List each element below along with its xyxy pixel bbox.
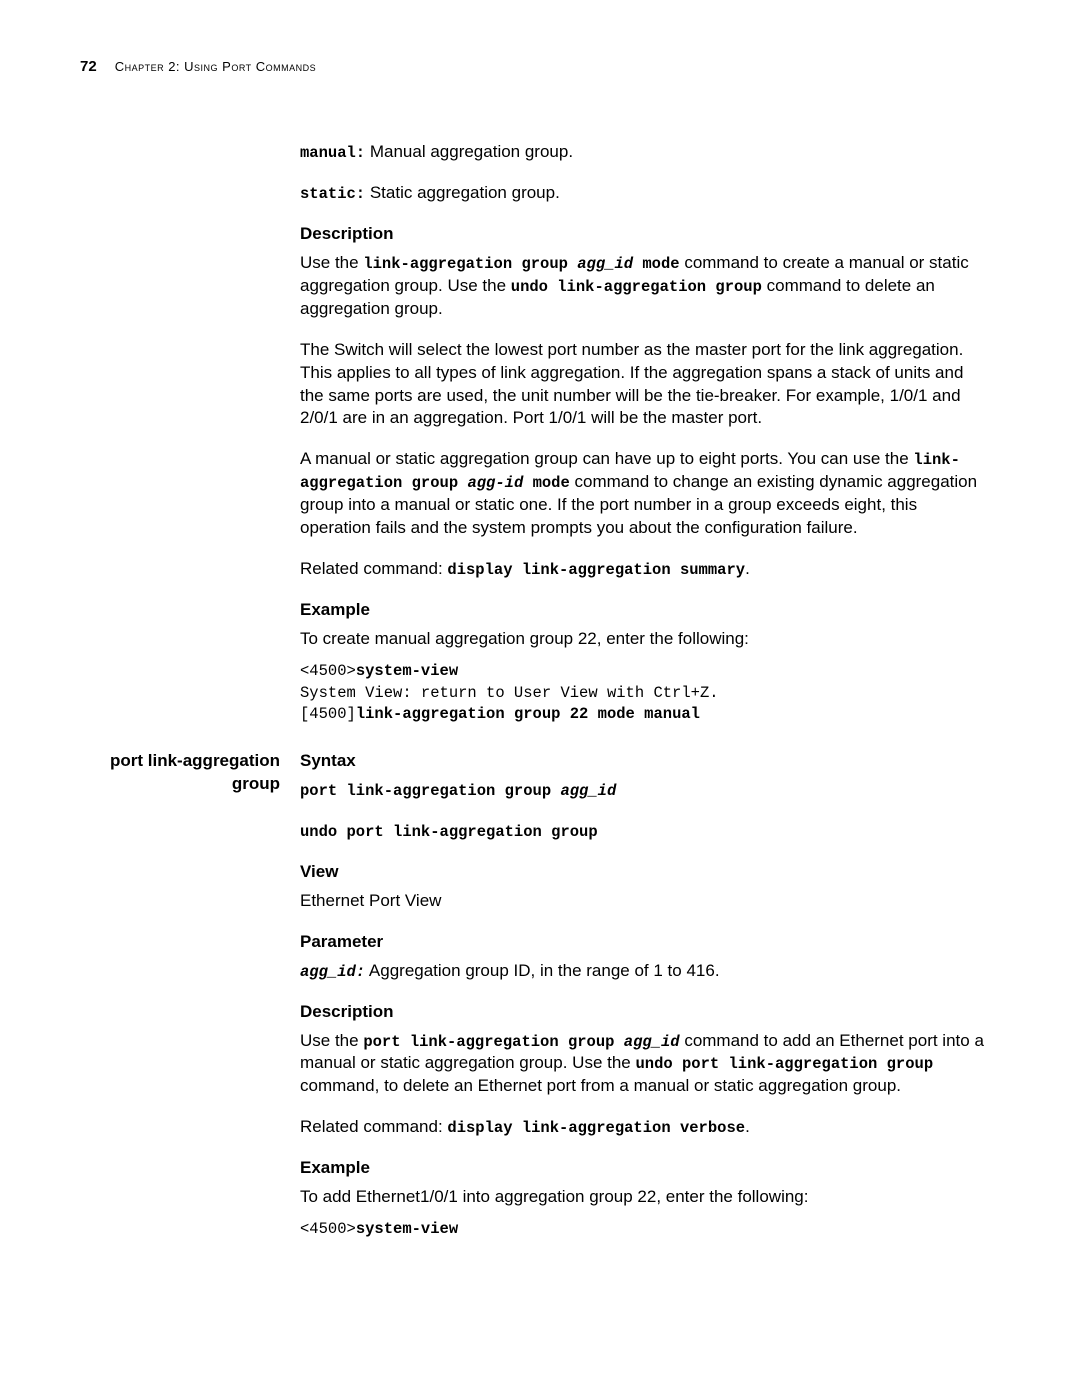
related-2-b: . [745,1117,750,1136]
text-manual: Manual aggregation group. [365,142,573,161]
param-2-text: Aggregation group ID, in the range of 1 … [365,961,719,980]
sidebar-spacer-1 [80,141,280,750]
text-static: Static aggregation group. [365,183,560,202]
page-number: 72 [80,58,97,75]
desc1-p1-code1: link-aggregation group [363,255,568,273]
code1-l1b: system-view [356,662,458,680]
param-2: agg_id: Aggregation group ID, in the ran… [300,960,990,983]
related-2: Related command: display link-aggregatio… [300,1116,990,1139]
syntax-2-l2: undo port link-aggregation group [300,820,990,843]
desc2-code1-it: agg_id [614,1033,679,1051]
desc1-p3-l: l [913,451,922,469]
section-1-body: manual: Manual aggregation group. static… [300,141,990,750]
desc2-p1: Use the port link-aggregation group agg_… [300,1030,990,1099]
example-2-text: To add Ethernet1/0/1 into aggregation gr… [300,1186,990,1209]
desc2-c: command, to delete an Ethernet port from… [300,1076,901,1095]
section-2-body: Syntax port link-aggregation group agg_i… [300,750,990,1241]
heading-example-2: Example [300,1157,990,1180]
page-header: 72 Chapter 2: Using Port Commands [80,58,990,75]
related-1: Related command: display link-aggregatio… [300,558,990,581]
param-static: static: Static aggregation group. [300,182,990,205]
param-2-code: agg_id: [300,963,365,981]
heading-description-2: Description [300,1001,990,1024]
desc1-p3: A manual or static aggregation group can… [300,448,990,540]
sidebar-label-port-link-agg: port link-aggregation group [80,750,280,1241]
desc1-p3-code1b: mode [533,474,570,492]
related-1-b: . [745,559,750,578]
heading-parameter-2: Parameter [300,931,990,954]
code-block-2: <4500>system-view [300,1219,990,1241]
desc2-code1: port link-aggregation group [363,1033,614,1051]
desc2-a: Use the [300,1031,363,1050]
related-1-a: Related command: [300,559,447,578]
code2-l1a: <4500> [300,1220,356,1238]
heading-view-2: View [300,861,990,884]
code1-l3b: link-aggregation group 22 mode manual [356,705,700,723]
related-1-code: display link-aggregation summary [447,561,745,579]
code-manual: manual: [300,144,365,162]
code2-l1b: system-view [356,1220,458,1238]
code-block-1: <4500>system-view System View: return to… [300,661,990,726]
example-1-text: To create manual aggregation group 22, e… [300,628,990,651]
code1-l3a: [4500] [300,705,356,723]
chapter-title: Chapter 2: Using Port Commands [115,59,316,74]
desc1-p1-code1-it: agg_id [568,255,642,273]
syntax-2-l1b: agg_id [551,782,616,800]
desc1-p1-a: Use the [300,253,363,272]
desc1-p1: Use the link-aggregation group agg_id mo… [300,252,990,321]
code1-l1a: <4500> [300,662,356,680]
code-static: static: [300,185,365,203]
heading-description-1: Description [300,223,990,246]
desc2-code2: undo port link-aggregation group [635,1055,933,1073]
syntax-2-l1: port link-aggregation group agg_id [300,779,990,802]
code1-l2: System View: return to User View with Ct… [300,684,719,702]
desc1-p3-a: A manual or static aggregation group can… [300,449,913,468]
related-2-code: display link-aggregation verbose [447,1119,745,1137]
syntax-2-l2-code: undo port link-aggregation group [300,823,598,841]
param-manual: manual: Manual aggregation group. [300,141,990,164]
syntax-2-l1a: port link-aggregation group [300,782,551,800]
heading-syntax-2: Syntax [300,750,990,773]
heading-example-1: Example [300,599,990,622]
desc1-p1-code2: undo link-aggregation group [511,278,762,296]
desc1-p1-code1b: mode [642,255,679,273]
desc1-p2: The Switch will select the lowest port n… [300,339,990,431]
related-2-a: Related command: [300,1117,447,1136]
view-2-text: Ethernet Port View [300,890,990,913]
desc1-p3-code1-it: agg-id [458,474,532,492]
